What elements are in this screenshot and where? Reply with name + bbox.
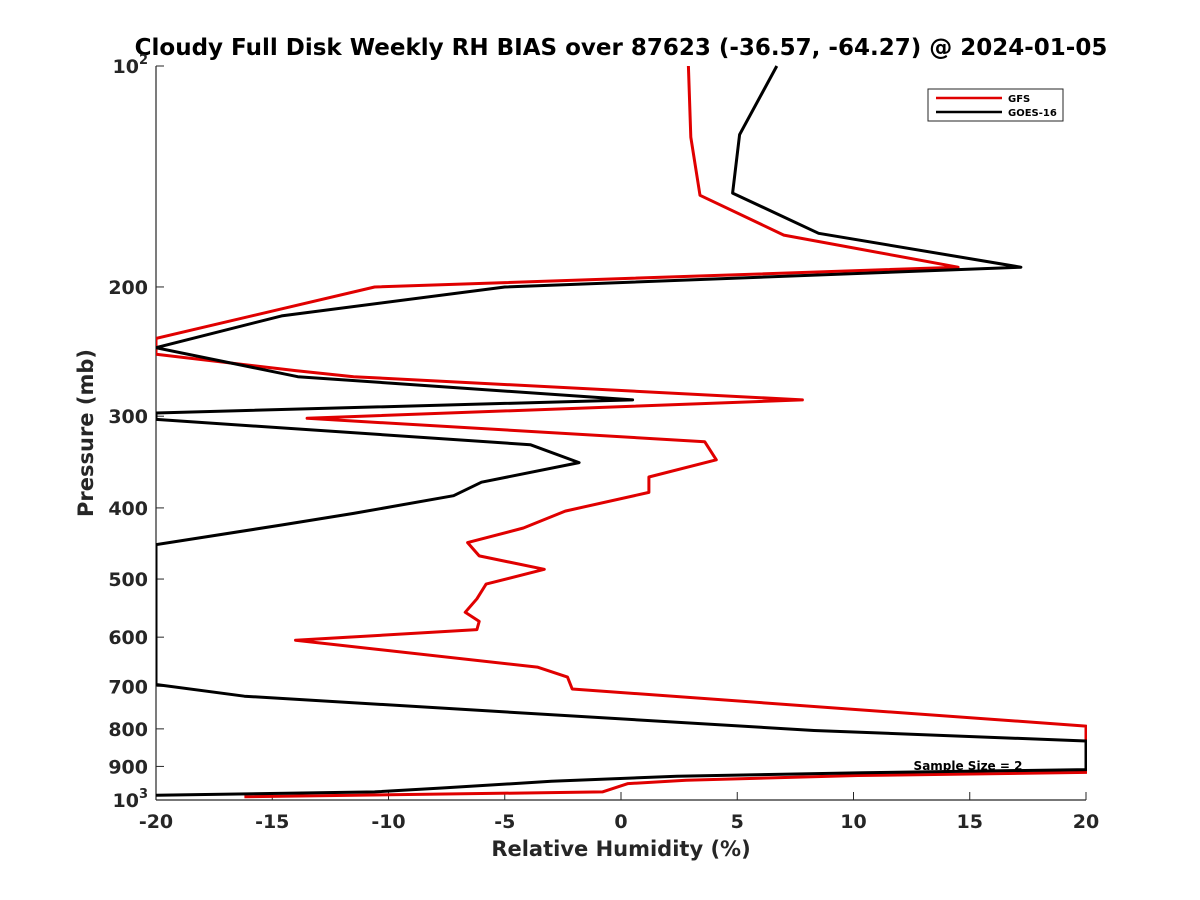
x-tick-label: -5 — [494, 811, 515, 833]
y-tick-label: 500 — [108, 569, 148, 591]
y-tick-label: 200 — [108, 277, 148, 299]
y-tick-label: 600 — [108, 627, 148, 649]
y-tick-label: 300 — [108, 406, 148, 428]
x-tick-label: -10 — [371, 811, 405, 833]
y-tick-label: 700 — [108, 676, 148, 698]
y-tick-label: 103 — [113, 787, 149, 812]
series-line-gfs — [156, 65, 1087, 799]
y-tick-label: 800 — [108, 719, 148, 741]
x-tick-label: 0 — [614, 811, 627, 833]
x-tick-label: 10 — [840, 811, 866, 833]
y-tick-label: 102 — [113, 53, 149, 78]
x-axis-label: Relative Humidity (%) — [491, 837, 750, 861]
legend: GFS GOES-16 — [927, 88, 1064, 122]
legend-label: GOES-16 — [1008, 108, 1057, 119]
sample-size-annotation: Sample Size = 2 — [914, 759, 1023, 773]
x-tick-label: -15 — [255, 811, 289, 833]
x-axis-ticks: -20 -15 -10 -5 0 5 10 15 20 — [139, 792, 1099, 833]
x-tick-label: 20 — [1073, 811, 1099, 833]
x-tick-label: 15 — [957, 811, 983, 833]
series-layer — [156, 65, 1087, 799]
series-line-goes-16 — [156, 65, 1087, 797]
x-tick-label: -20 — [139, 811, 173, 833]
y-tick-label: 400 — [108, 498, 148, 520]
y-axis-label: Pressure (mb) — [74, 349, 98, 517]
legend-box — [927, 88, 1064, 122]
chart-title: Cloudy Full Disk Weekly RH BIAS over 876… — [135, 35, 1108, 61]
legend-label: GFS — [1008, 94, 1030, 105]
y-axis-ticks: 102 200 300 400 500 600 700 800 900 103 — [108, 53, 164, 812]
x-tick-label: 5 — [731, 811, 744, 833]
plot-area — [155, 66, 1086, 801]
y-tick-label: 900 — [108, 756, 148, 778]
